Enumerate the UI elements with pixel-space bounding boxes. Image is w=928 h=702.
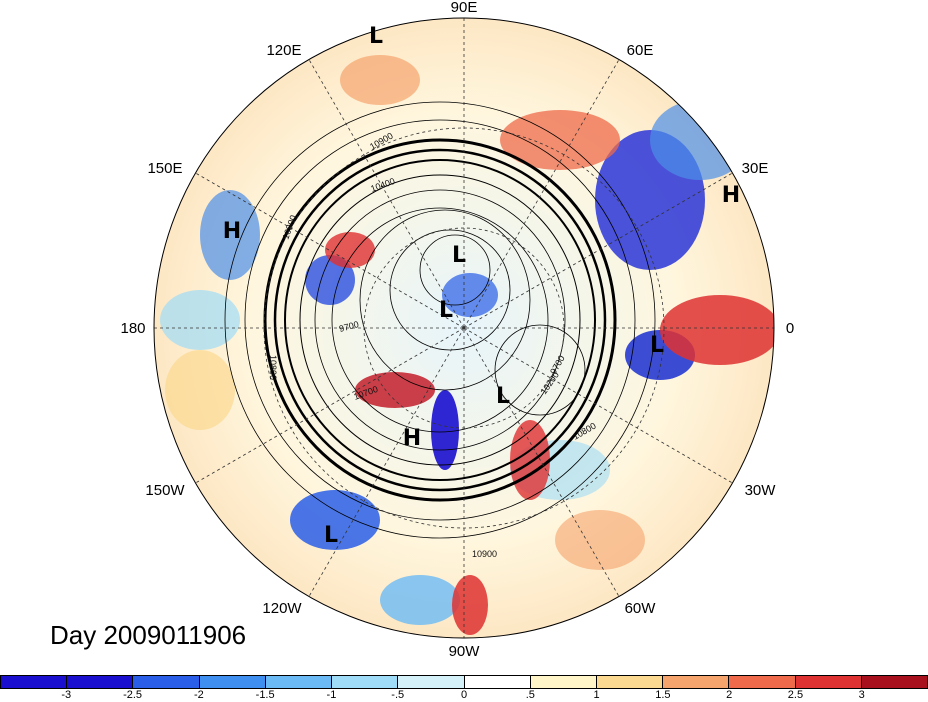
colorbar-segment — [729, 676, 796, 688]
colorbar-segment — [398, 676, 465, 688]
colorbar-tick-label: 2.5 — [787, 689, 804, 701]
colorbar-tick-label: 2 — [726, 689, 733, 701]
colorbar-segment — [265, 676, 333, 688]
lon-label-120e: 120E — [266, 42, 301, 59]
colorbar-segment — [530, 676, 597, 688]
longitude-labels: 90E 60E 30E 0 30W 60W 90W 120W 150W 180 … — [120, 0, 794, 660]
colorbar-segment — [596, 676, 664, 688]
high-center: H — [223, 219, 241, 244]
colorbar-segment — [332, 676, 399, 688]
contour-label: 10900 — [472, 549, 497, 559]
pressure-centers: L H H L L L H L L — [223, 24, 740, 548]
colorbar-tick-label: 0 — [460, 689, 468, 701]
high-center: H — [722, 183, 740, 208]
colorbar-segment — [663, 676, 730, 688]
contour-label: 10800 — [268, 355, 278, 380]
colorbar-segment — [199, 676, 266, 688]
colorbar-tick-label: -2.5 — [123, 689, 143, 701]
colorbar-tick-label: -2 — [193, 689, 204, 701]
colorbar-tick-label: .5 — [525, 689, 535, 701]
low-center: L — [369, 24, 383, 49]
lon-label-60w: 60W — [625, 600, 657, 617]
colorbar-tick-label: 1 — [593, 689, 600, 701]
low-center: L — [452, 243, 466, 268]
colorbar — [0, 675, 928, 689]
lon-label-60e: 60E — [627, 42, 654, 59]
colorbar-tick-label: -.5 — [391, 689, 405, 701]
lon-label-30w: 30W — [745, 482, 777, 499]
low-center: L — [650, 333, 664, 358]
colorbar-segment — [133, 676, 200, 688]
low-center: L — [324, 523, 338, 548]
colorbar-tick-label: -1 — [326, 689, 337, 701]
low-center: L — [439, 298, 453, 323]
colorbar-tick-label: -3 — [61, 689, 72, 701]
lon-label-90w: 90W — [449, 643, 481, 660]
colorbar-segment — [67, 676, 134, 688]
lon-label-150e: 150E — [147, 160, 182, 177]
lon-label-150w: 150W — [145, 482, 185, 499]
colorbar-segment — [861, 676, 928, 688]
high-center: H — [403, 426, 421, 451]
lon-label-120w: 120W — [262, 600, 302, 617]
lon-label-90e: 90E — [451, 0, 478, 16]
colorbar-segment — [795, 676, 862, 688]
lon-label-180: 180 — [120, 320, 145, 337]
colorbar-ticks: -3 -2.5 -2 -1.5 -1 -.5 0 .5 1 1.5 2 2.5 3 — [0, 689, 928, 702]
map-boundary — [153, 17, 775, 639]
height-contours — [224, 101, 656, 539]
colorbar-segment — [464, 676, 531, 688]
colorbar-segment — [1, 676, 68, 688]
colorbar-tick-label: 3 — [858, 689, 865, 701]
lon-label-0: 0 — [786, 320, 794, 337]
lon-label-30e: 30E — [742, 160, 769, 177]
colorbar-tick-label: -1.5 — [255, 689, 275, 701]
graticule — [154, 18, 774, 638]
colorbar-tick-label: 1.5 — [655, 689, 671, 701]
low-center: L — [496, 384, 510, 409]
map-title: Day 2009011906 — [50, 620, 247, 650]
